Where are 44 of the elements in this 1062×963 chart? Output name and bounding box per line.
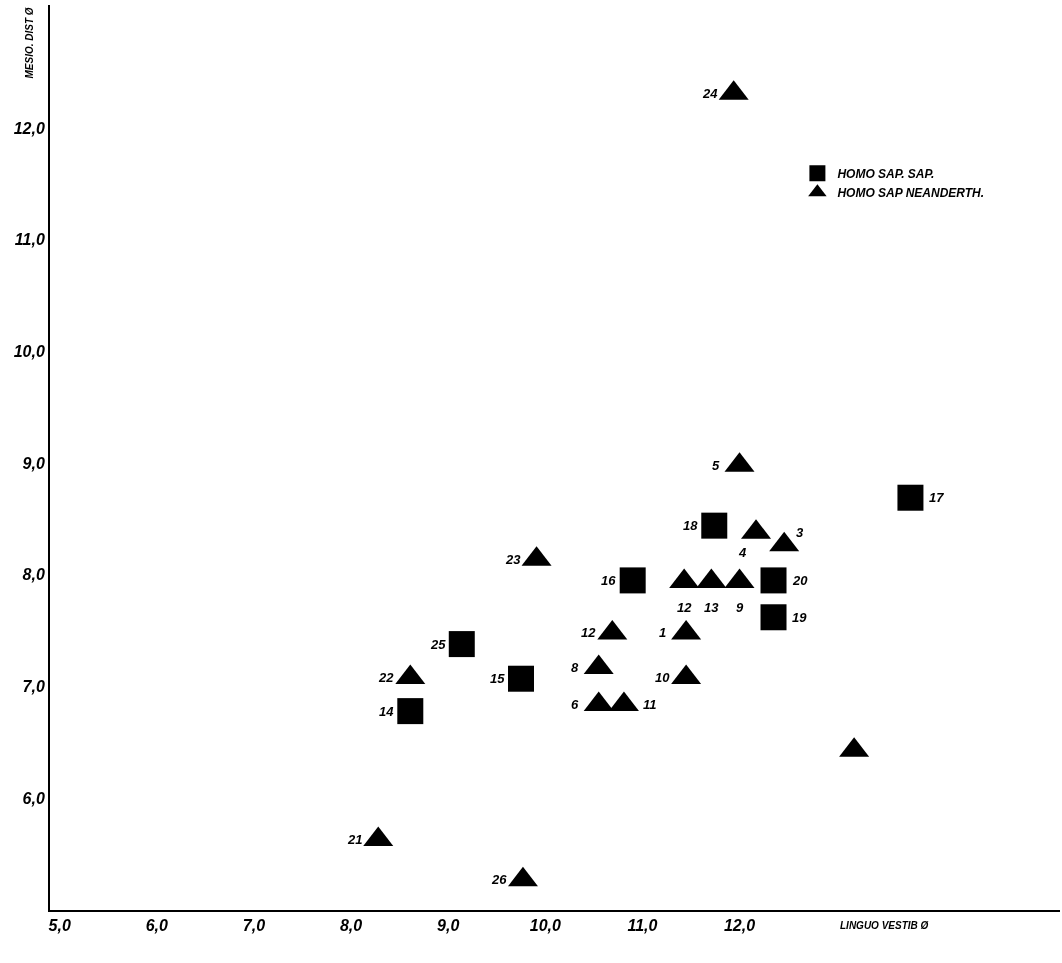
y-tick-label: 12,0: [13, 119, 45, 137]
y-tick-label: 6,0: [22, 789, 45, 807]
legend-label: HOMO SAP NEANDERTH.: [837, 186, 985, 201]
y-axis-title: MESIO. DIST Ø: [23, 6, 35, 79]
annotation: 6: [571, 697, 579, 712]
x-tick-label: 6,0: [145, 917, 169, 935]
annotation: 23: [505, 552, 522, 567]
y-tick-label: 10,0: [13, 342, 45, 360]
annotation: 1: [659, 625, 667, 640]
y-tick-label: 8,0: [22, 566, 45, 584]
annotation: 17: [929, 490, 945, 505]
x-tick-label: 11,0: [627, 917, 658, 935]
annotation: 16: [601, 573, 617, 588]
annotation: 3: [796, 525, 804, 540]
y-tick-label: 7,0: [22, 678, 45, 696]
x-tick-label: 9,0: [437, 917, 460, 935]
annotation: 8: [571, 660, 579, 675]
annotation: 26: [491, 872, 508, 887]
annotation: 14: [379, 704, 395, 719]
annotation: 4: [738, 545, 747, 560]
x-tick-label: 7,0: [242, 917, 266, 935]
annotation: 18: [683, 518, 699, 533]
x-tick-label: 10,0: [529, 917, 561, 935]
annotation: 10: [655, 670, 671, 685]
annotation: 9: [736, 600, 744, 615]
x-tick-label: 8,0: [339, 917, 363, 935]
annotation: 20: [792, 573, 809, 588]
y-tick-label: 9,0: [22, 454, 45, 472]
annotation: 12: [581, 625, 597, 640]
annotation: 13: [704, 600, 720, 615]
legend-label: HOMO SAP. SAP.: [837, 167, 935, 182]
annotation: 24: [702, 86, 719, 101]
annotation: 12: [677, 600, 693, 615]
annotation: 5: [712, 458, 720, 473]
x-tick-label: 12,0: [723, 917, 756, 935]
x-axis-title: LINGUO VESTIB Ø: [840, 920, 930, 931]
y-tick-label: 11,0: [14, 231, 45, 249]
annotation: 22: [378, 670, 395, 685]
annotation: 21: [347, 832, 363, 847]
annotation: 19: [792, 610, 808, 625]
x-tick-label: 5,0: [48, 917, 71, 935]
annotation: 25: [430, 637, 447, 652]
annotation: 11: [643, 697, 657, 712]
annotation: 15: [490, 671, 506, 686]
